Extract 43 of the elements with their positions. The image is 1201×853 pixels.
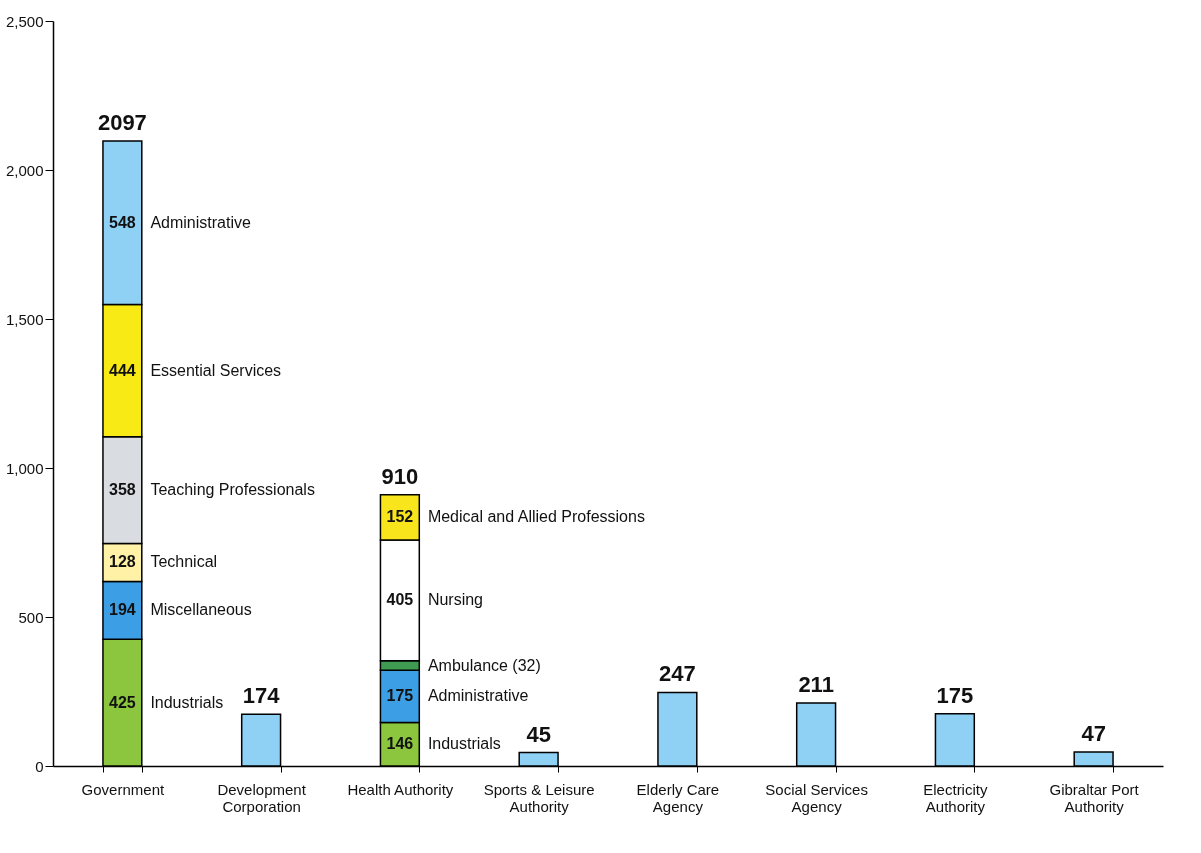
y-tick-label: 1,000 — [5, 459, 44, 477]
x-tick-label: Health Authority — [347, 780, 454, 798]
total-label: 2097 — [97, 110, 147, 136]
data-label: 194 — [109, 601, 136, 619]
data-label: 128 — [109, 553, 136, 571]
x-tick-label: Gibraltar Port Authority — [1049, 780, 1140, 815]
series-label: Administrative — [427, 687, 529, 705]
y-tick-label: 500 — [18, 608, 44, 626]
data-label: 405 — [386, 591, 414, 609]
total-label: 247 — [659, 661, 696, 687]
y-tick-label: 1,500 — [5, 310, 44, 328]
total-label: 175 — [936, 682, 974, 708]
total-label: 910 — [381, 463, 419, 489]
y-tick-label: 0 — [35, 757, 44, 775]
data-label: 358 — [109, 481, 136, 499]
data-label: 175 — [386, 687, 414, 705]
y-tick-label: 2,500 — [5, 12, 44, 30]
x-tick-label: Government — [81, 780, 165, 798]
series-label: Ambulance (32) — [427, 656, 541, 674]
x-tick-label: Elderly Care Agency — [636, 780, 720, 815]
series-label: Medical and Allied Professions — [427, 508, 645, 526]
data-label: 444 — [109, 361, 136, 379]
series-label: Administrative — [150, 213, 251, 231]
x-tick-label: Electricity Authority — [923, 780, 988, 815]
series-label: Nursing — [427, 591, 484, 609]
y-tick-label: 2,000 — [5, 161, 44, 179]
series-label: Miscellaneous — [150, 601, 252, 619]
data-label: 146 — [386, 735, 414, 753]
series-label: Technical — [150, 553, 218, 571]
series-label: Teaching Professionals — [150, 481, 315, 499]
total-label: 174 — [242, 683, 281, 709]
data-label: 548 — [109, 213, 136, 231]
data-label: 425 — [109, 693, 136, 711]
total-label: 211 — [798, 672, 834, 698]
x-tick-label: Social Services Agency — [765, 780, 868, 815]
data-label: 152 — [386, 508, 414, 526]
text: Industrials — [427, 735, 501, 753]
series-label: Industrials — [150, 693, 224, 711]
x-tick-label: Development Corporation — [217, 780, 307, 815]
total-label: 47 — [1081, 720, 1106, 746]
x-tick-label: Sports & Leisure Authority — [483, 780, 595, 815]
total-label: 45 — [526, 721, 551, 747]
series-label: Essential Services — [150, 361, 282, 379]
